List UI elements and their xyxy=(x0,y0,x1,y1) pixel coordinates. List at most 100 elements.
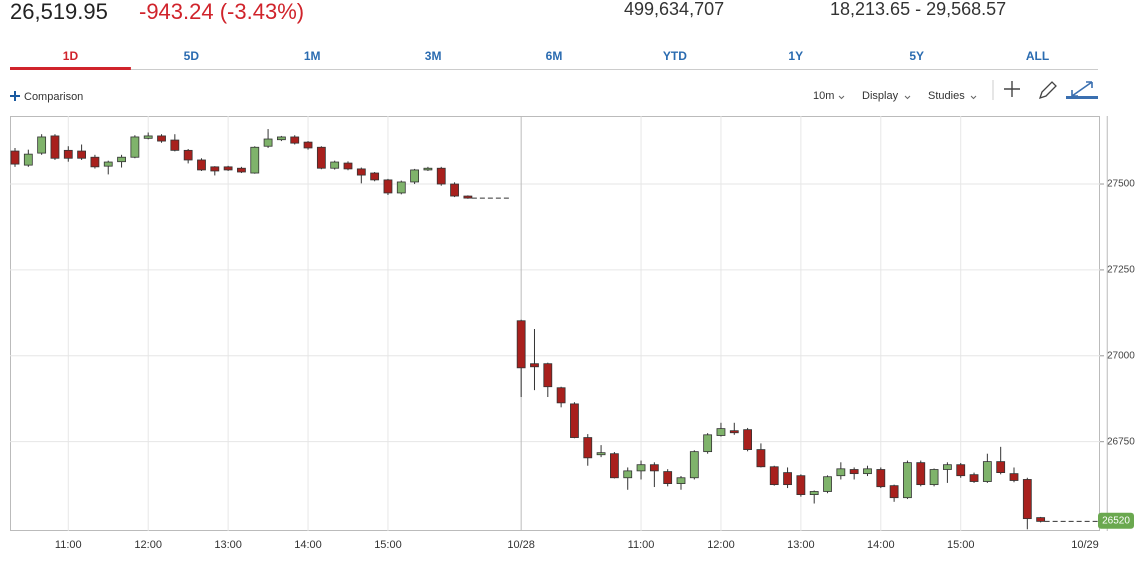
candle-body xyxy=(716,428,726,436)
chevron xyxy=(838,95,845,100)
candle-body xyxy=(1022,479,1032,520)
y-tick-label: 26750 xyxy=(1107,436,1135,447)
candle-body xyxy=(982,461,992,482)
tab[interactable]: ALL xyxy=(1026,49,1049,63)
candle-body xyxy=(823,476,832,492)
volume: 499,634,707 xyxy=(624,0,724,19)
candle-body xyxy=(370,172,380,181)
candle-body xyxy=(223,166,233,171)
change: -943.24 (-3.43%) xyxy=(139,0,304,24)
candle-body xyxy=(956,464,966,477)
candle-body xyxy=(969,474,979,482)
candle-body xyxy=(556,387,566,404)
tab-active xyxy=(10,67,131,70)
candle-body xyxy=(769,466,779,486)
candle-body xyxy=(996,461,1006,473)
display[interactable]: Display xyxy=(862,90,899,102)
candle-body xyxy=(1036,517,1046,522)
tab[interactable]: 1M xyxy=(304,49,321,63)
tab[interactable]: 5Y xyxy=(909,49,924,63)
expand-icon[interactable] xyxy=(1071,81,1093,97)
range: 18,213.65 - 29,568.57 xyxy=(830,0,1006,19)
tab[interactable]: YTD xyxy=(663,49,687,63)
candle-body xyxy=(50,135,60,159)
candle-body xyxy=(809,491,819,495)
candle-body xyxy=(410,169,420,183)
last-price-badge xyxy=(1098,512,1134,529)
candle-body xyxy=(117,156,126,163)
y-tick-label: 27000 xyxy=(1107,350,1135,361)
candle-body xyxy=(130,136,140,158)
candle-body xyxy=(649,464,659,472)
interval[interactable]: 10m xyxy=(813,90,834,102)
candle-body xyxy=(783,472,792,486)
crosshair-icon[interactable] xyxy=(1004,81,1020,97)
candle-body xyxy=(237,167,246,173)
candle-body xyxy=(596,452,606,456)
candle-body xyxy=(303,141,313,149)
candle-body xyxy=(623,470,633,479)
x-tick-label: 10/28 xyxy=(507,539,535,551)
tab[interactable]: 3M xyxy=(425,49,442,63)
candle-body xyxy=(663,471,673,484)
draw-icon[interactable] xyxy=(1038,81,1057,100)
plot-frame xyxy=(10,116,1100,531)
candle-body xyxy=(903,462,912,499)
candle-body xyxy=(103,161,113,167)
candle-body xyxy=(756,449,766,468)
chevron xyxy=(904,95,911,100)
y-tick-label: 27500 xyxy=(1107,179,1135,190)
x-tick-label: 11:00 xyxy=(55,539,82,551)
candle-body xyxy=(570,403,579,438)
plus-icon xyxy=(10,91,20,101)
candle-body xyxy=(636,464,646,472)
x-tick-label: 14:00 xyxy=(294,539,322,551)
candle-body xyxy=(516,320,526,369)
tab[interactable]: 5D xyxy=(184,49,200,63)
candle-body xyxy=(343,162,353,170)
x-tick-label: 14:00 xyxy=(867,539,895,551)
price: 26,519.95 xyxy=(10,0,108,24)
candle-body xyxy=(849,469,859,475)
candle-body xyxy=(729,430,739,434)
candle-body xyxy=(290,136,300,144)
candle-body xyxy=(210,166,220,172)
candle-body xyxy=(463,195,473,199)
x-tick-label: 15:00 xyxy=(947,539,975,551)
candle-body xyxy=(197,159,206,171)
candle-body xyxy=(356,168,366,176)
candle-body xyxy=(383,179,393,194)
candle-body xyxy=(90,156,100,168)
studies[interactable]: Studies xyxy=(928,90,965,102)
chevron xyxy=(970,95,977,100)
expand-underline xyxy=(1066,96,1098,99)
x-tick-label: 11:00 xyxy=(628,539,655,551)
candle-body xyxy=(23,153,33,166)
candle-body xyxy=(863,468,872,475)
candle-body xyxy=(396,181,406,194)
candle-body xyxy=(170,139,180,151)
comparison[interactable]: Comparison xyxy=(24,91,83,103)
tab[interactable]: 1D xyxy=(63,49,79,63)
tab[interactable]: 6M xyxy=(546,49,563,63)
candle-body xyxy=(676,477,686,484)
candle-body xyxy=(330,161,340,169)
candle-body xyxy=(543,363,553,388)
x-tick-label: 10/29 xyxy=(1071,539,1099,551)
candle-body xyxy=(250,146,260,174)
y-tick-label: 27250 xyxy=(1107,265,1135,276)
candle-body xyxy=(450,183,459,197)
x-tick-label: 12:00 xyxy=(134,539,162,551)
candle-body xyxy=(530,363,539,368)
candle-body xyxy=(37,136,47,154)
candle-body xyxy=(436,167,446,185)
candle-body xyxy=(703,434,713,453)
tab[interactable]: 1Y xyxy=(788,49,803,63)
candle-body xyxy=(583,437,593,459)
candle-body xyxy=(876,469,886,488)
candle-body xyxy=(423,167,433,171)
x-tick-label: 13:00 xyxy=(214,539,242,551)
x-tick-label: 13:00 xyxy=(787,539,815,551)
candle-body xyxy=(276,136,286,141)
